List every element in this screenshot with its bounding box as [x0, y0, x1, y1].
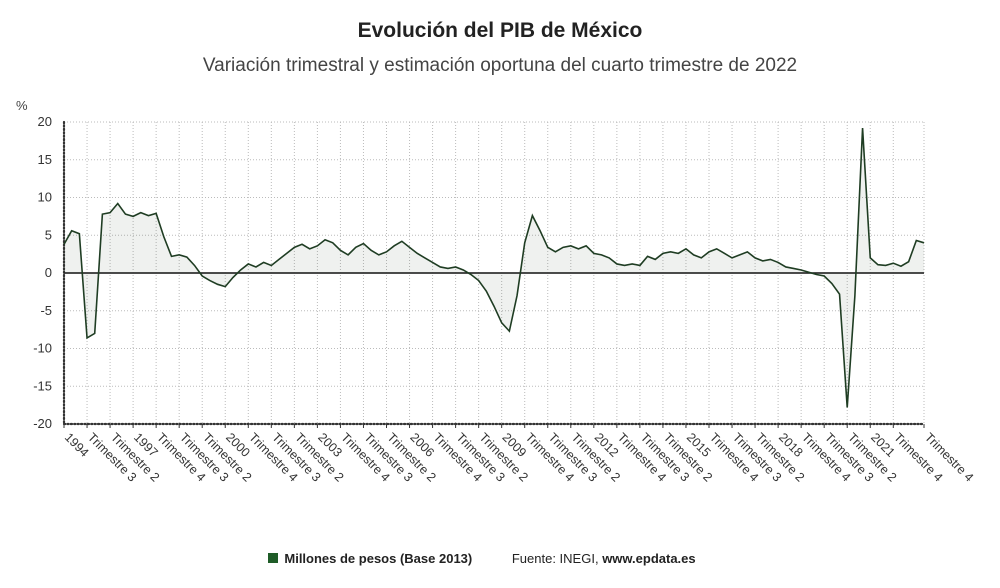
svg-text:-5: -5 [40, 303, 52, 318]
svg-text:20: 20 [38, 114, 52, 129]
svg-text:1994: 1994 [62, 430, 92, 460]
svg-text:-10: -10 [33, 341, 52, 356]
svg-text:15: 15 [38, 152, 52, 167]
svg-text:0: 0 [45, 265, 52, 280]
svg-text:10: 10 [38, 190, 52, 205]
svg-text:-15: -15 [33, 378, 52, 393]
svg-text:5: 5 [45, 227, 52, 242]
svg-text:-20: -20 [33, 416, 52, 431]
svg-text:%: % [16, 98, 28, 113]
